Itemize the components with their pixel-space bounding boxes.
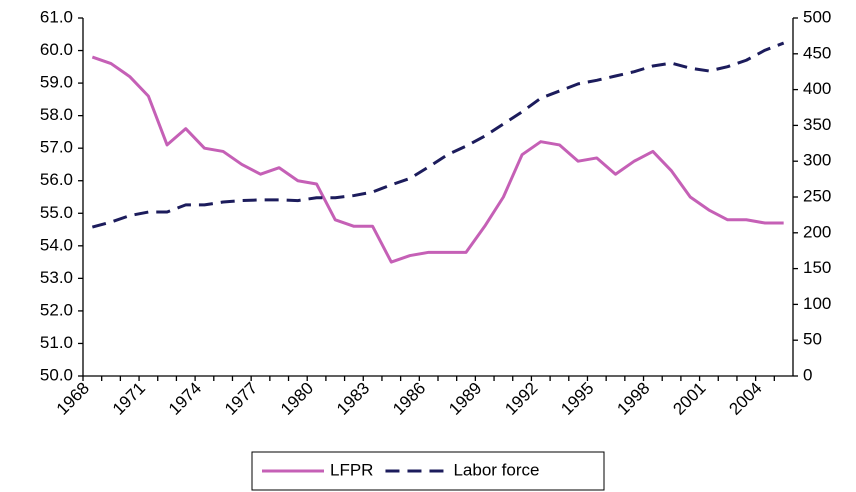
y2-tick-label: 250	[803, 186, 831, 205]
y-tick-label: 59.0	[40, 73, 73, 92]
x-tick-label: 1989	[445, 379, 485, 419]
y2-tick-label: 450	[803, 43, 831, 62]
x-tick-label: 1980	[277, 379, 317, 419]
y2-tick-label: 500	[803, 7, 831, 26]
y2-tick-label: 200	[803, 222, 831, 241]
x-tick-label: 2004	[725, 379, 765, 419]
y-tick-label: 52.0	[40, 300, 73, 319]
x-tick-label: 1986	[389, 379, 429, 419]
y-tick-label: 56.0	[40, 170, 73, 189]
x-tick-label: 1971	[109, 379, 149, 419]
x-tick-label: 1992	[501, 379, 541, 419]
x-tick-label: 1977	[221, 379, 261, 419]
y-tick-label: 57.0	[40, 138, 73, 157]
y-tick-label: 50.0	[40, 365, 73, 384]
y-tick-label: 60.0	[40, 40, 73, 59]
x-tick-label: 1998	[613, 379, 653, 419]
series-line	[91, 41, 785, 229]
y2-tick-label: 50	[803, 330, 822, 349]
legend-label: Labor force	[453, 460, 539, 479]
y2-tick-label: 400	[803, 79, 831, 98]
x-tick-label: 1983	[333, 379, 373, 419]
y-tick-label: 58.0	[40, 105, 73, 124]
x-tick-label: 2001	[669, 379, 709, 419]
y-tick-label: 61.0	[40, 7, 73, 26]
y2-tick-label: 300	[803, 151, 831, 170]
x-tick-label: 1968	[53, 379, 93, 419]
legend-label: LFPR	[330, 460, 373, 479]
y-tick-label: 55.0	[40, 203, 73, 222]
y2-tick-label: 150	[803, 258, 831, 277]
legend: LFPR Labor force	[251, 451, 605, 491]
x-tick-label: 1995	[557, 379, 597, 419]
series-line	[91, 55, 784, 264]
y2-tick-label: 100	[803, 294, 831, 313]
y-tick-label: 54.0	[40, 235, 73, 254]
y2-tick-label: 0	[803, 365, 812, 384]
y-tick-label: 51.0	[40, 333, 73, 352]
x-tick-label: 1974	[165, 379, 205, 419]
y-tick-label: 53.0	[40, 268, 73, 287]
y2-tick-label: 350	[803, 115, 831, 134]
